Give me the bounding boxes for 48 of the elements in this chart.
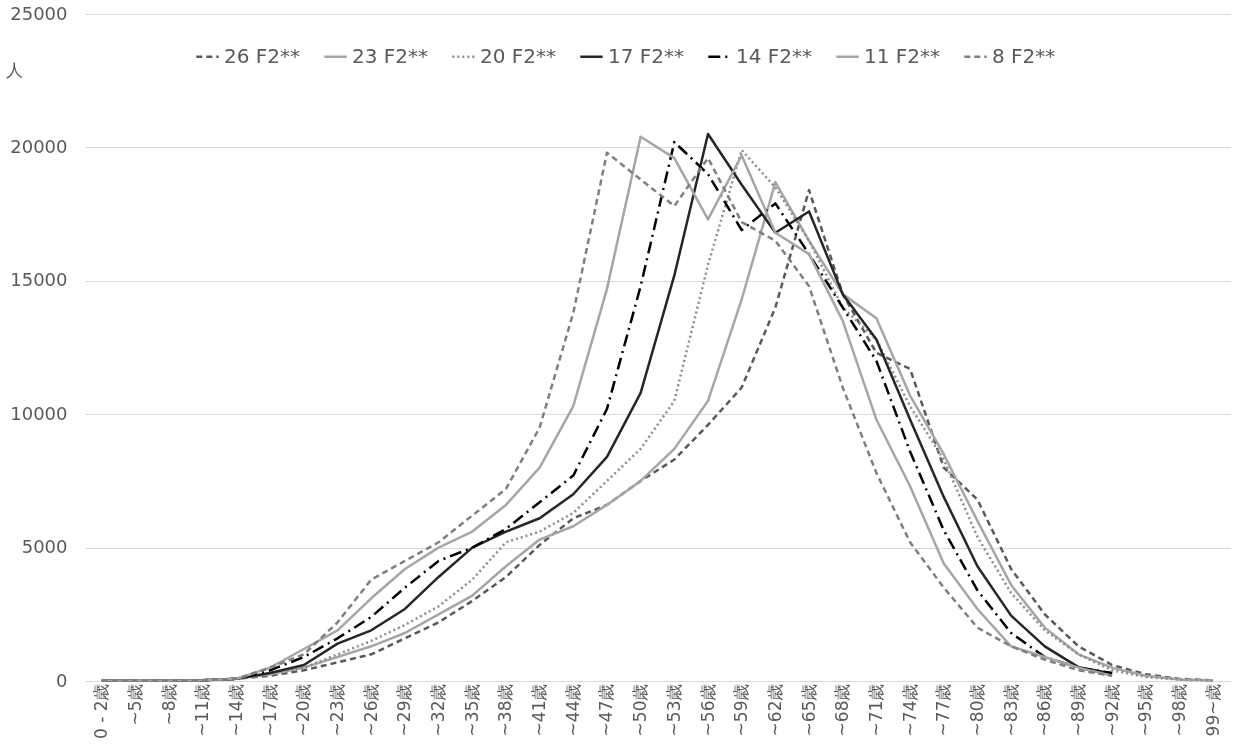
x-tick-label: ~29歳 [394,683,415,737]
x-tick-label: ~56歳 [697,683,718,737]
x-tick-label: ~83歳 [1000,683,1021,737]
x-tick-label: ~38歳 [495,683,516,737]
x-tick-label: ~50歳 [630,683,651,737]
x-tick-label: ~23歳 [327,683,348,737]
legend-label: 26 F2** [224,43,301,68]
y-tick-label: 0 [56,669,68,691]
x-tick-label: ~20歳 [293,683,314,737]
legend-label: 14 F2** [736,43,813,68]
x-tick-label: ~80歳 [966,683,987,737]
x-tick-label: ~86歳 [1034,683,1055,737]
y-tick-label: 15000 [10,269,68,291]
x-tick-label: ~68歳 [832,683,853,737]
y-axis-title: 人 [5,59,23,80]
x-tick-label: 99~歳 [1202,683,1223,737]
x-tick-label: ~74歳 [899,683,920,737]
x-tick-label: ~17歳 [259,683,280,737]
x-tick-label: ~26歳 [360,683,381,737]
x-tick-label: ~62歳 [764,683,785,737]
y-tick-label: 20000 [10,135,68,157]
x-tick-label: ~8歳 [158,683,179,726]
y-tick-label: 5000 [21,536,68,558]
legend-label: 8 F2** [992,43,1056,68]
x-tick-label: ~95歳 [1135,683,1156,737]
x-tick-label: ~44歳 [562,683,583,737]
x-tick-label: ~59歳 [731,683,752,737]
x-tick-label: ~41歳 [529,683,550,737]
x-tick-label: ~92歳 [1101,683,1122,737]
x-tick-label: ~53歳 [663,683,684,737]
x-tick-label: ~77歳 [933,683,954,737]
x-tick-label: ~32歳 [428,683,449,737]
x-tick-label: ~11歳 [192,683,213,737]
y-tick-label: 10000 [10,402,68,424]
x-tick-label: ~98歳 [1168,683,1189,737]
legend-label: 20 F2** [480,43,557,68]
x-tick-label: ~14歳 [226,683,247,737]
x-tick-label: ~5歳 [125,683,146,726]
x-tick-label: ~35歳 [461,683,482,737]
legend-label: 17 F2** [608,43,685,68]
legend-label: 11 F2** [864,43,941,68]
x-tick-label: ~89歳 [1067,683,1088,737]
x-tick-label: ~71歳 [865,683,886,737]
x-tick-label: 0 - 2歳 [91,683,112,740]
legend-label: 23 F2** [352,43,429,68]
x-tick-label: ~65歳 [798,683,819,737]
y-tick-label: 25000 [10,2,68,24]
x-tick-label: ~47歳 [596,683,617,737]
